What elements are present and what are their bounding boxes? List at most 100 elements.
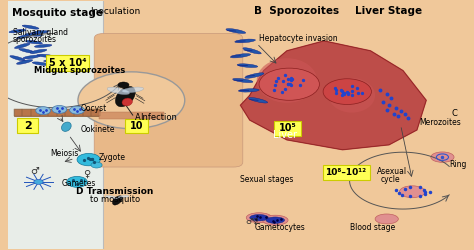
Text: Midgut sporozoites: Midgut sporozoites	[34, 66, 125, 75]
Text: Meiosis: Meiosis	[50, 149, 79, 158]
Ellipse shape	[122, 87, 144, 93]
Ellipse shape	[233, 78, 253, 82]
Circle shape	[34, 180, 43, 184]
Text: Hepatocyte invasion: Hepatocyte invasion	[259, 34, 337, 43]
Ellipse shape	[226, 29, 246, 34]
Circle shape	[118, 82, 129, 88]
Bar	[31, 109, 40, 116]
Ellipse shape	[115, 86, 135, 107]
Text: Zygote: Zygote	[99, 153, 126, 162]
Text: Salivary gland: Salivary gland	[13, 28, 68, 37]
Text: Blood stage: Blood stage	[349, 223, 395, 232]
FancyBboxPatch shape	[274, 120, 301, 136]
Text: 5 x 10⁴: 5 x 10⁴	[49, 58, 86, 68]
Ellipse shape	[30, 49, 47, 54]
Bar	[65, 109, 74, 116]
Ellipse shape	[23, 55, 40, 59]
Text: sporozoites: sporozoites	[13, 35, 57, 44]
Text: 2: 2	[24, 120, 32, 130]
Bar	[103, 2, 473, 248]
Bar	[82, 109, 91, 116]
Text: ♂: ♂	[31, 166, 39, 176]
Circle shape	[78, 72, 185, 129]
Text: Ring: Ring	[449, 160, 467, 169]
Circle shape	[70, 106, 84, 114]
Ellipse shape	[375, 214, 398, 224]
Text: Merozoites: Merozoites	[419, 118, 461, 127]
Text: 10: 10	[130, 121, 143, 131]
Ellipse shape	[266, 217, 284, 224]
Ellipse shape	[245, 73, 264, 78]
Ellipse shape	[31, 31, 49, 34]
Ellipse shape	[10, 56, 25, 61]
Bar	[91, 109, 100, 116]
Ellipse shape	[243, 48, 261, 54]
Ellipse shape	[35, 44, 52, 48]
Bar	[14, 109, 22, 116]
Ellipse shape	[25, 33, 43, 36]
Ellipse shape	[250, 214, 268, 221]
Ellipse shape	[9, 29, 26, 33]
Text: Mosquito stage: Mosquito stage	[11, 8, 102, 18]
Text: Ookinete: Ookinete	[80, 126, 115, 134]
Ellipse shape	[17, 60, 33, 64]
Text: Infection: Infection	[140, 113, 177, 122]
Text: D Transmission: D Transmission	[76, 187, 154, 196]
Bar	[14, 109, 100, 116]
Ellipse shape	[400, 186, 425, 198]
Bar	[57, 109, 65, 116]
Ellipse shape	[19, 48, 35, 53]
Text: Gametes: Gametes	[62, 178, 96, 188]
Text: Liver: Liver	[273, 130, 297, 140]
Circle shape	[67, 176, 87, 187]
Bar	[48, 109, 57, 116]
Ellipse shape	[25, 40, 42, 44]
Text: to mosquito: to mosquito	[90, 195, 140, 204]
Ellipse shape	[235, 39, 255, 43]
Ellipse shape	[431, 152, 454, 162]
FancyBboxPatch shape	[125, 119, 147, 133]
Ellipse shape	[122, 98, 132, 106]
Text: Gametocytes: Gametocytes	[255, 223, 305, 232]
FancyBboxPatch shape	[94, 34, 243, 167]
Ellipse shape	[248, 98, 268, 103]
Ellipse shape	[107, 87, 129, 94]
Ellipse shape	[257, 58, 317, 103]
Circle shape	[91, 162, 102, 168]
FancyBboxPatch shape	[46, 55, 89, 71]
FancyBboxPatch shape	[17, 118, 38, 133]
Text: Liver Stage: Liver Stage	[356, 6, 423, 16]
Ellipse shape	[22, 25, 39, 29]
Text: ♂♀: ♂♀	[245, 217, 259, 226]
Text: ♀: ♀	[83, 169, 91, 179]
Text: 10⁸–10¹²: 10⁸–10¹²	[326, 168, 367, 177]
Circle shape	[323, 79, 372, 104]
Bar	[40, 109, 48, 116]
Bar	[9, 2, 103, 248]
Text: 10⁵: 10⁵	[279, 123, 296, 133]
FancyBboxPatch shape	[99, 112, 164, 119]
Circle shape	[77, 154, 100, 166]
Ellipse shape	[17, 34, 33, 39]
Text: C: C	[452, 110, 457, 118]
Ellipse shape	[118, 195, 129, 198]
Ellipse shape	[15, 43, 30, 49]
Text: cycle: cycle	[381, 176, 401, 184]
FancyBboxPatch shape	[323, 165, 370, 180]
Ellipse shape	[246, 213, 272, 223]
Ellipse shape	[32, 62, 49, 66]
Bar	[74, 109, 82, 116]
Polygon shape	[240, 41, 426, 150]
Circle shape	[259, 68, 319, 100]
Text: B  Sporozoites: B Sporozoites	[255, 6, 339, 16]
Text: Oocyst: Oocyst	[80, 104, 107, 114]
Ellipse shape	[112, 196, 122, 205]
Ellipse shape	[230, 54, 251, 58]
Ellipse shape	[62, 122, 71, 132]
Circle shape	[52, 106, 67, 114]
Ellipse shape	[328, 78, 375, 113]
Ellipse shape	[44, 59, 61, 62]
Ellipse shape	[237, 64, 258, 68]
Ellipse shape	[263, 215, 288, 225]
Text: Sexual stages: Sexual stages	[240, 175, 294, 184]
